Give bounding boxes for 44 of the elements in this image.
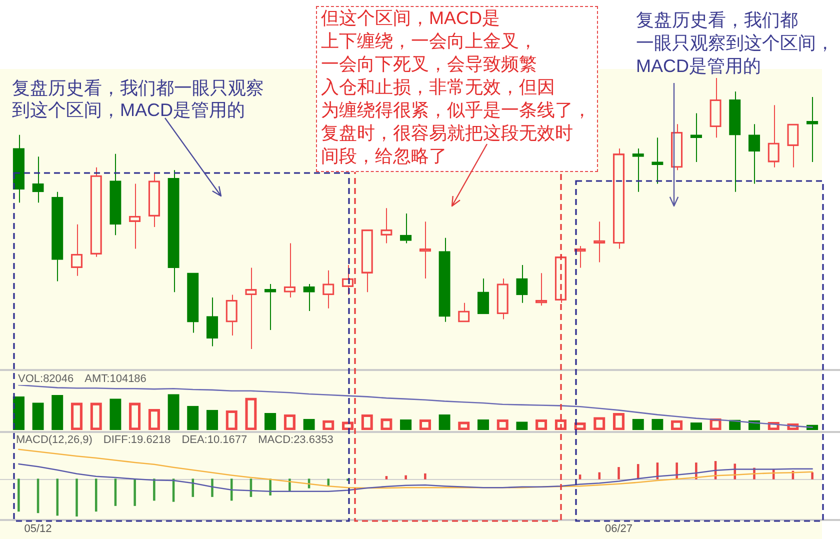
x-tick-label: 06/27: [604, 523, 633, 536]
text: DIFF:19.6218: [103, 434, 171, 446]
bar: [153, 478, 156, 501]
bar: [12, 396, 25, 430]
annotation: 复盘历史看，我们都一眼只观察到这个区间，MACD是管用的: [12, 77, 265, 121]
bar: [578, 474, 582, 480]
bar: [206, 410, 218, 430]
bar: [385, 476, 388, 480]
bar: [168, 394, 180, 430]
x-tick-label: 05/12: [24, 523, 52, 536]
candlestick: [652, 137, 664, 184]
bar: [134, 478, 136, 506]
text: MACD(12,26,9): [16, 434, 92, 446]
bar: [618, 467, 620, 480]
text: DEA:10.1677: [182, 434, 248, 446]
candlestick: [12, 134, 25, 204]
candlestick: [110, 153, 122, 236]
bar: [110, 398, 122, 430]
annotation: AMT:104186: [84, 373, 146, 385]
annotation: VOL:82046: [18, 373, 74, 385]
text: 复盘历史看，我们都一眼只观察到这个区间，MACD是管用的: [636, 9, 835, 78]
bar: [18, 478, 20, 512]
candlestick: [438, 237, 450, 322]
candlestick: [477, 278, 490, 314]
candlestick: [52, 191, 64, 282]
bar: [404, 475, 407, 480]
bar: [424, 473, 426, 480]
candlestick: [264, 283, 276, 331]
candlestick: [400, 213, 412, 244]
candlestick: [806, 96, 818, 163]
text: MACD:23.6353: [258, 434, 334, 446]
bar: [811, 472, 814, 480]
candlestick: [729, 91, 741, 192]
candlestick: [206, 297, 218, 347]
annotation: 但这个区间，MACD是上下缠绕，一会向上金叉，一会向下死叉，会导致频繁入仓和止损，非常无效，但因为缠绕得很紧，似乎是一条线了，复盘时，很容易就把这段无效时间段，给忽略了: [316, 6, 598, 172]
candlestick: [632, 148, 644, 192]
bar: [52, 395, 64, 430]
candlestick: [690, 112, 702, 163]
candlestick: [303, 283, 315, 312]
bar: [76, 478, 78, 516]
candlestick: [168, 170, 180, 293]
bar: [211, 478, 214, 497]
bar: [187, 406, 199, 430]
bar: [32, 402, 44, 430]
